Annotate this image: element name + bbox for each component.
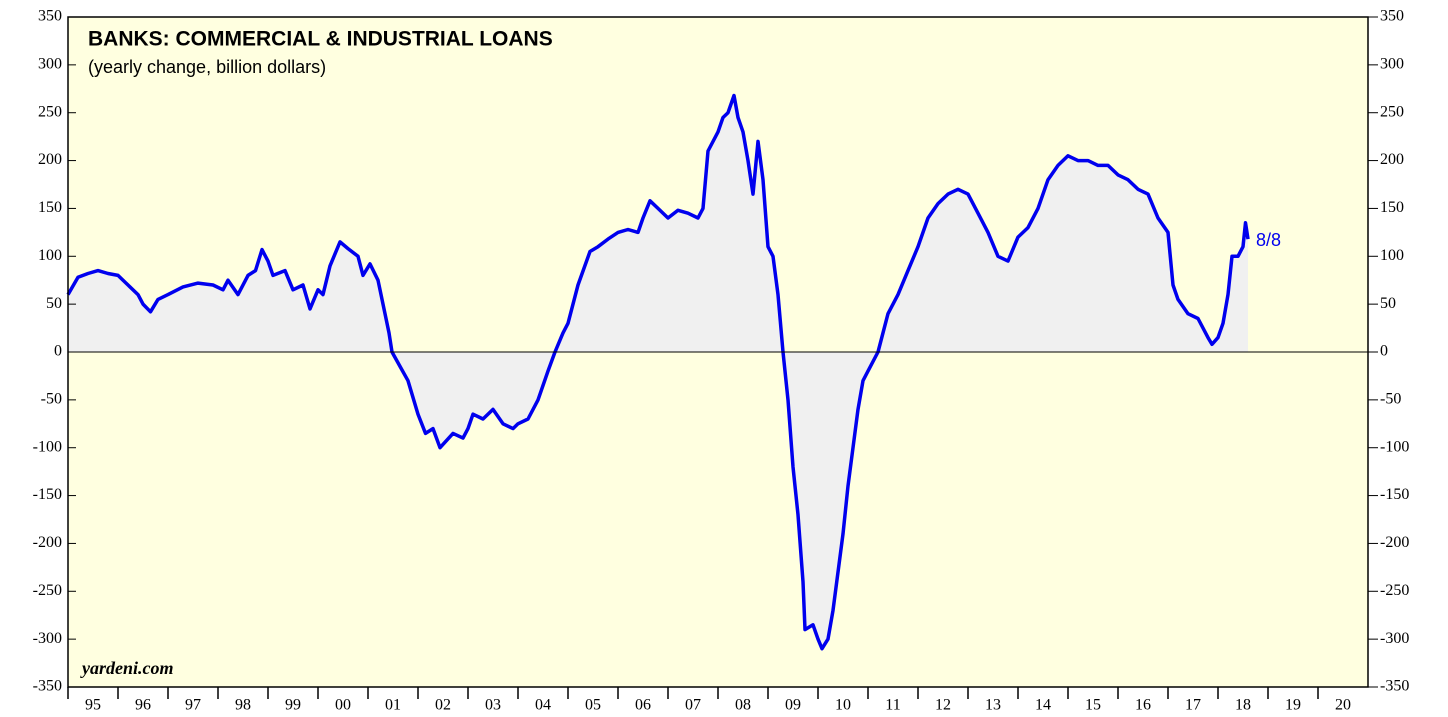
x-tick-label: 11 (885, 697, 900, 714)
annotation: 8/8 (1256, 230, 1281, 250)
x-tick-label: 15 (1085, 697, 1101, 714)
y-tick-label: 200 (38, 151, 62, 168)
y-tick-label: -50 (41, 391, 62, 408)
x-tick-label: 02 (435, 697, 451, 714)
x-tick-label: 09 (785, 697, 801, 714)
y-tick-label: 100 (38, 247, 62, 264)
y2-tick-label: -350 (1380, 678, 1409, 695)
chart-title: BANKS: COMMERCIAL & INDUSTRIAL LOANS (88, 28, 553, 51)
y2-tick-label: 300 (1380, 56, 1404, 73)
y-tick-label: 150 (38, 199, 62, 216)
x-tick-label: 16 (1135, 697, 1151, 714)
x-tick-label: 96 (135, 697, 151, 714)
y2-tick-label: 350 (1380, 8, 1404, 25)
chart-subtitle: (yearly change, billion dollars) (88, 57, 326, 77)
y-tick-label: 350 (38, 8, 62, 25)
y2-tick-label: -150 (1380, 486, 1409, 503)
y-tick-label: -150 (33, 486, 62, 503)
x-tick-label: 20 (1335, 697, 1351, 714)
x-tick-label: 99 (285, 697, 301, 714)
x-tick-label: 14 (1035, 697, 1051, 714)
x-tick-label: 13 (985, 697, 1001, 714)
x-tick-label: 10 (835, 697, 851, 714)
x-tick-label: 97 (185, 697, 201, 714)
y-tick-label: 250 (38, 103, 62, 120)
x-tick-label: 19 (1285, 697, 1301, 714)
y-tick-label: -200 (33, 534, 62, 551)
x-tick-label: 06 (635, 697, 651, 714)
y-tick-label: -300 (33, 630, 62, 647)
y-tick-label: 0 (54, 343, 62, 360)
x-tick-label: 05 (585, 697, 601, 714)
y-tick-label: -100 (33, 438, 62, 455)
y2-tick-label: 150 (1380, 199, 1404, 216)
x-tick-label: 07 (685, 697, 701, 714)
x-tick-label: 17 (1185, 697, 1201, 714)
y2-tick-label: -50 (1380, 391, 1401, 408)
x-tick-label: 12 (935, 697, 951, 714)
line (66, 93, 1250, 651)
y2-tick-label: 100 (1380, 247, 1404, 264)
x-tick-label: 98 (235, 697, 251, 714)
y2-tick-label: -100 (1380, 438, 1409, 455)
x-tick-label: 18 (1235, 697, 1251, 714)
x-tick-label: 03 (485, 697, 501, 714)
x-tick-label: 95 (85, 697, 101, 714)
y-tick-label: 300 (38, 56, 62, 73)
x-tick-label: 00 (335, 697, 351, 714)
area (68, 95, 1248, 649)
x-tick-label: 04 (535, 697, 551, 714)
y-tick-label: -350 (33, 678, 62, 695)
marks (66, 93, 1250, 651)
y2-tick-label: -300 (1380, 630, 1409, 647)
y2-tick-label: 250 (1380, 103, 1404, 120)
y2-tick-label: -250 (1380, 582, 1409, 599)
y2-tick-label: 200 (1380, 151, 1404, 168)
y2-tick-label: -200 (1380, 534, 1409, 551)
x-tick-label: 01 (385, 697, 401, 714)
y2-tick-label: 0 (1380, 343, 1388, 360)
x-tick-label: 08 (735, 697, 751, 714)
y-tick-label: -250 (33, 582, 62, 599)
y2-tick-label: 50 (1380, 295, 1396, 312)
source: yardeni.com (80, 658, 174, 678)
y-tick-label: 50 (46, 295, 62, 312)
